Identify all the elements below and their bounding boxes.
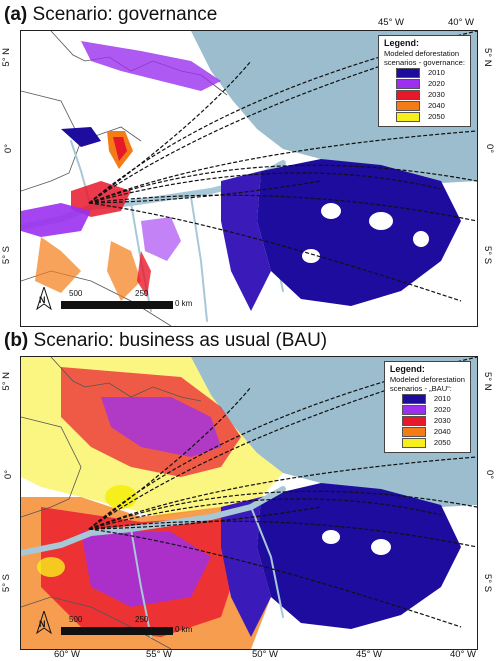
legend-b-subtitle-2: scenarios - „BAU“: — [389, 384, 452, 393]
scale-a-0: 0 km — [175, 299, 193, 308]
legend-a-item-2020: 2020 — [384, 78, 465, 89]
scale-a-500: 500 — [69, 289, 83, 298]
legend-b-title: Legend: — [389, 364, 425, 374]
top-lon-tick-45w-a: 45° W — [378, 17, 404, 28]
legend-b: Legend: Modeled deforestation scenarios … — [383, 361, 471, 453]
swatch-2040 — [395, 100, 420, 111]
flow-lines-b — [88, 357, 477, 628]
legend-a-subtitle-1: Modeled deforestation — [383, 49, 460, 58]
legend-label: 2010 — [433, 394, 451, 403]
deforestation-b — [21, 357, 461, 649]
north-label-b: N — [39, 619, 46, 629]
north-arrow-b: N — [35, 611, 53, 635]
swatch-2040 — [401, 426, 426, 437]
scale-b-0: 0 km — [175, 625, 193, 634]
map-panel-b: Legend: Modeled deforestation scenarios … — [20, 356, 478, 650]
swatch-2050 — [401, 437, 426, 448]
north-label-a: N — [39, 295, 46, 305]
legend-b-item-2040: 2040 — [390, 426, 465, 437]
lat-tick-0-left-b: 0° — [3, 470, 14, 480]
swatch-2020 — [395, 78, 420, 89]
panel-b-title: (b) Scenario: business as usual (BAU) — [4, 330, 327, 352]
lat-tick-5s-left-b: 5° S — [1, 574, 12, 593]
legend-a-subtitle-2: scenarios - governance: — [383, 58, 465, 67]
scale-bar-b: 500 250 0 km — [61, 615, 192, 635]
swatch-2010 — [401, 393, 426, 404]
legend-a-item-2010: 2010 — [384, 67, 465, 78]
legend-label: 2020 — [433, 405, 451, 414]
swatch-2020 — [401, 404, 426, 415]
map-b-canvas — [21, 357, 477, 649]
bottom-lon-tick-40w: 40° W — [450, 649, 476, 660]
scale-bar-a: 500 250 0 km — [61, 289, 192, 309]
legend-a-item-2050: 2050 — [384, 111, 465, 122]
legend-a-title: Legend: — [383, 38, 419, 48]
bottom-lon-tick-50w: 50° W — [252, 649, 278, 660]
lat-tick-0-right-a: 0° — [484, 144, 495, 154]
legend-b-item-2010: 2010 — [390, 393, 465, 404]
top-lon-tick-40w-a: 40° W — [448, 17, 474, 28]
legend-label: 2040 — [427, 101, 445, 110]
bottom-lon-tick-60w: 60° W — [54, 649, 80, 660]
legend-a-item-2040: 2040 — [384, 100, 465, 111]
legend-a-item-2030: 2030 — [384, 89, 465, 100]
scale-bar-a-fill — [61, 301, 173, 309]
north-arrow-icon — [36, 287, 52, 311]
panel-a-letter: (a) — [4, 4, 28, 25]
legend-b-item-2020: 2020 — [390, 404, 465, 415]
legend-b-item-2030: 2030 — [390, 415, 465, 426]
legend-b-item-2050: 2050 — [390, 437, 465, 448]
scale-b-500: 500 — [69, 615, 83, 624]
deforestation-a — [21, 41, 461, 311]
lat-tick-5n-left-b: 5° N — [1, 372, 12, 391]
swatch-2010 — [395, 67, 420, 78]
scale-b-250: 250 — [135, 615, 149, 624]
legend-a: Legend: Modeled deforestation scenarios … — [377, 35, 471, 127]
scale-bar-b-fill — [61, 627, 173, 635]
bottom-lon-tick-45w: 45° W — [356, 649, 382, 660]
bottom-lon-tick-55w: 55° W — [146, 649, 172, 660]
swatch-2030 — [401, 415, 426, 426]
map-panel-a: Legend: Modeled deforestation scenarios … — [20, 30, 478, 327]
north-arrow-a: N — [35, 287, 53, 311]
panel-b-title-text: Scenario: business as usual (BAU) — [33, 330, 328, 351]
lat-tick-5s-right-b: 5° S — [482, 574, 493, 593]
lat-tick-5n-right-b: 5° N — [482, 372, 493, 391]
panel-b-letter: (b) — [4, 330, 29, 351]
panel-a-title: (a) Scenario: governance — [4, 4, 217, 26]
lat-tick-5n-right-a: 5° N — [482, 48, 493, 67]
legend-label: 2030 — [433, 416, 451, 425]
legend-label: 2050 — [427, 112, 445, 121]
flow-lines-a — [88, 31, 477, 302]
legend-label: 2010 — [427, 68, 445, 77]
lat-tick-5n-left-a: 5° N — [1, 48, 12, 67]
legend-b-subtitle-1: Modeled deforestation — [389, 375, 465, 384]
lat-tick-0-left-a: 0° — [3, 144, 14, 154]
lat-tick-5s-right-a: 5° S — [482, 246, 493, 265]
swatch-2030 — [395, 89, 420, 100]
lat-tick-5s-left-a: 5° S — [1, 246, 12, 265]
scale-a-250: 250 — [135, 289, 149, 298]
legend-label: 2050 — [433, 438, 451, 447]
legend-label: 2030 — [427, 90, 445, 99]
north-arrow-icon — [36, 611, 52, 635]
lat-tick-0-right-b: 0° — [484, 470, 495, 480]
panel-a-title-text: Scenario: governance — [32, 4, 218, 25]
legend-label: 2040 — [433, 427, 451, 436]
legend-label: 2020 — [427, 79, 445, 88]
swatch-2050 — [395, 111, 420, 122]
